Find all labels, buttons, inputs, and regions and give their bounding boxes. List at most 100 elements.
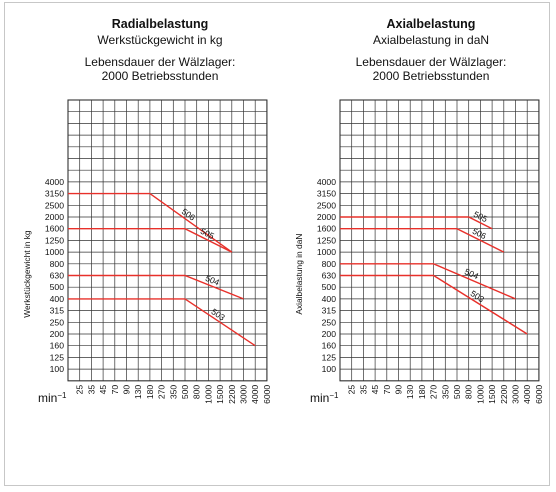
x-tick-label: 180 bbox=[145, 385, 155, 400]
chart-subtitle: Axialbelastung in daN bbox=[373, 33, 489, 47]
x-axis-label: min−1 bbox=[310, 391, 339, 405]
series-label-504: 504 bbox=[463, 266, 480, 281]
x-tick-label: 500 bbox=[180, 385, 190, 400]
chart-note-line1: Lebensdauer der Wälzlager: bbox=[85, 55, 236, 69]
y-tick-label: 1600 bbox=[317, 224, 336, 234]
chart-title: Radialbelastung bbox=[112, 17, 209, 31]
y-tick-label: 500 bbox=[50, 282, 65, 292]
x-tick-label: 45 bbox=[98, 385, 108, 395]
x-axis-label-exponent: −1 bbox=[57, 391, 67, 400]
series-label-503: 503 bbox=[469, 288, 487, 304]
x-tick-label: 4000 bbox=[250, 385, 260, 404]
x-tick-label: 25 bbox=[75, 385, 85, 395]
y-axis-label: Werkstückgewicht in kg bbox=[22, 230, 32, 318]
x-tick-label: 1000 bbox=[475, 385, 485, 404]
y-tick-label: 125 bbox=[322, 352, 337, 362]
x-tick-label: 35 bbox=[86, 385, 96, 395]
x-tick-label: 1500 bbox=[215, 385, 225, 404]
x-tick-label: 6000 bbox=[534, 385, 544, 404]
series-line-504 bbox=[340, 263, 516, 300]
series-label-504: 504 bbox=[204, 273, 221, 288]
x-tick-label: 350 bbox=[440, 385, 450, 400]
y-tick-label: 400 bbox=[322, 294, 337, 304]
x-tick-label: 500 bbox=[452, 385, 462, 400]
x-tick-label: 800 bbox=[464, 385, 474, 400]
series-line-503 bbox=[68, 298, 256, 347]
x-axis-label-exponent: −1 bbox=[329, 391, 339, 400]
y-tick-label: 160 bbox=[50, 341, 65, 351]
series-label-506: 506 bbox=[471, 226, 488, 241]
chart-grid bbox=[339, 99, 540, 382]
x-tick-label: 270 bbox=[429, 385, 439, 400]
x-axis-label-base: min bbox=[310, 391, 329, 405]
y-tick-label: 4000 bbox=[45, 177, 64, 187]
x-tick-label: 2200 bbox=[227, 385, 237, 404]
x-tick-label: 180 bbox=[417, 385, 427, 400]
x-tick-label: 90 bbox=[122, 385, 132, 395]
y-tick-label: 630 bbox=[322, 271, 337, 281]
series-label-505: 505 bbox=[472, 209, 489, 224]
chart-panel-2: Axialbelastung Axialbelastung in daN Leben… bbox=[294, 17, 544, 405]
chart-subtitle: Werkstückgewicht in kg bbox=[97, 33, 222, 47]
x-axis-label: min−1 bbox=[38, 391, 67, 405]
x-tick-label: 1500 bbox=[487, 385, 497, 404]
y-axis-label: Axialbelastung in daN bbox=[294, 234, 304, 315]
series-line-506 bbox=[340, 227, 505, 253]
chart-grid bbox=[67, 99, 268, 382]
x-tick-label: 90 bbox=[394, 385, 404, 395]
series-label-503: 503 bbox=[210, 306, 228, 322]
y-tick-label: 200 bbox=[50, 329, 65, 339]
y-tick-label: 160 bbox=[322, 341, 337, 351]
y-tick-label: 125 bbox=[50, 352, 65, 362]
y-tick-label: 1600 bbox=[45, 224, 64, 234]
y-tick-label: 3150 bbox=[45, 189, 64, 199]
x-tick-label: 130 bbox=[133, 385, 143, 400]
chart-panel-1: Radialbelastung Werkstückgewicht in kg Leb… bbox=[22, 17, 272, 405]
x-tick-label: 3000 bbox=[239, 385, 249, 404]
x-tick-label: 35 bbox=[358, 385, 368, 395]
y-tick-label: 2500 bbox=[317, 200, 336, 210]
series-line-504 bbox=[68, 274, 244, 300]
series-line-503 bbox=[340, 274, 528, 335]
x-tick-label: 4000 bbox=[522, 385, 532, 404]
y-tick-label: 2000 bbox=[317, 212, 336, 222]
y-tick-label: 3150 bbox=[317, 189, 336, 199]
x-tick-label: 270 bbox=[157, 385, 167, 400]
y-tick-label: 1250 bbox=[317, 235, 336, 245]
y-tick-label: 315 bbox=[50, 306, 65, 316]
y-tick-label: 250 bbox=[322, 317, 337, 327]
series-label-506: 506 bbox=[180, 206, 198, 223]
chart-title: Axialbelastung bbox=[387, 17, 476, 31]
y-tick-label: 200 bbox=[322, 329, 337, 339]
y-tick-label: 800 bbox=[50, 259, 65, 269]
figure-frame bbox=[4, 2, 550, 486]
plot-border bbox=[339, 99, 540, 382]
x-tick-label: 130 bbox=[405, 385, 415, 400]
y-tick-label: 1000 bbox=[317, 247, 336, 257]
series-line-506 bbox=[68, 192, 233, 253]
y-tick-label: 4000 bbox=[317, 177, 336, 187]
chart-note-line1: Lebensdauer der Wälzlager: bbox=[356, 55, 507, 69]
x-tick-label: 3000 bbox=[511, 385, 521, 404]
x-tick-label: 45 bbox=[370, 385, 380, 395]
x-tick-label: 800 bbox=[192, 385, 202, 400]
x-axis-label-base: min bbox=[38, 391, 57, 405]
x-tick-label: 6000 bbox=[262, 385, 272, 404]
y-tick-label: 400 bbox=[50, 294, 65, 304]
x-tick-label: 2200 bbox=[499, 385, 509, 404]
x-tick-label: 350 bbox=[168, 385, 178, 400]
y-tick-label: 100 bbox=[50, 364, 65, 374]
plot-border bbox=[67, 99, 268, 382]
y-tick-label: 315 bbox=[322, 306, 337, 316]
y-tick-label: 630 bbox=[50, 271, 65, 281]
y-tick-label: 1250 bbox=[45, 235, 64, 245]
y-tick-label: 2000 bbox=[45, 212, 64, 222]
y-tick-label: 100 bbox=[322, 364, 337, 374]
x-tick-label: 70 bbox=[382, 385, 392, 395]
y-tick-label: 800 bbox=[322, 259, 337, 269]
chart-note-line2: 2000 Betriebsstunden bbox=[373, 69, 490, 83]
series-line-505 bbox=[68, 227, 233, 253]
y-tick-label: 1000 bbox=[45, 247, 64, 257]
y-tick-label: 2500 bbox=[45, 200, 64, 210]
